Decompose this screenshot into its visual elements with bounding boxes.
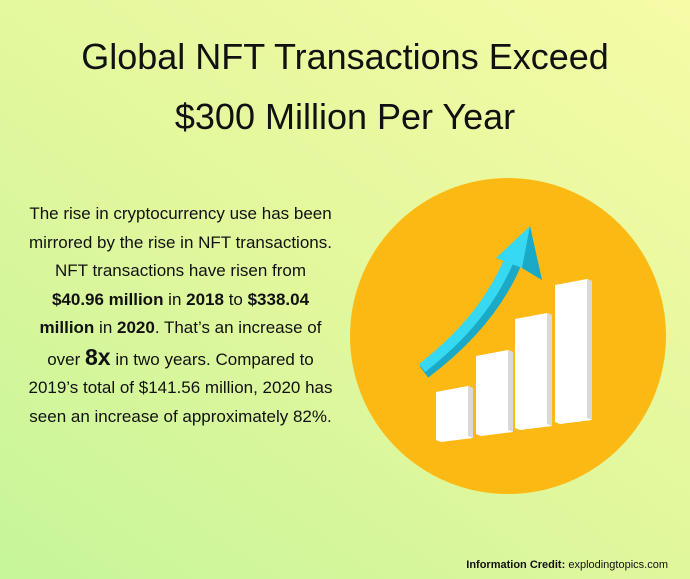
credit: Information Credit: explodingtopics.com (466, 559, 668, 571)
arrow (418, 226, 542, 378)
text-segment: $40.96 million (51, 289, 164, 309)
text-segment: 8x (85, 343, 111, 370)
text-segment: 2020 (117, 318, 155, 337)
credit-source: explodingtopics.com (568, 559, 668, 571)
title: $300 Million Per Year (174, 96, 516, 137)
text-segment: in (163, 289, 187, 309)
text-segment: to (223, 289, 248, 309)
credit-label: Information Credit: (466, 559, 566, 571)
body-text: The rise in cryptocurrency use has been … (28, 200, 333, 431)
text-segment: . That’s an increase of over (47, 318, 322, 369)
text-segment: The rise in cryptocurrency use has been … (29, 204, 332, 280)
circle (350, 178, 666, 494)
text-segment: in two years. Compared to 2019’s total o… (28, 349, 333, 426)
text-segment: $338.04 million (39, 289, 310, 338)
text-segment: in (94, 318, 117, 337)
bars (436, 279, 592, 442)
text-segment: 2018 (186, 289, 224, 309)
title: Global NFT Transactions Exceed (81, 36, 609, 77)
